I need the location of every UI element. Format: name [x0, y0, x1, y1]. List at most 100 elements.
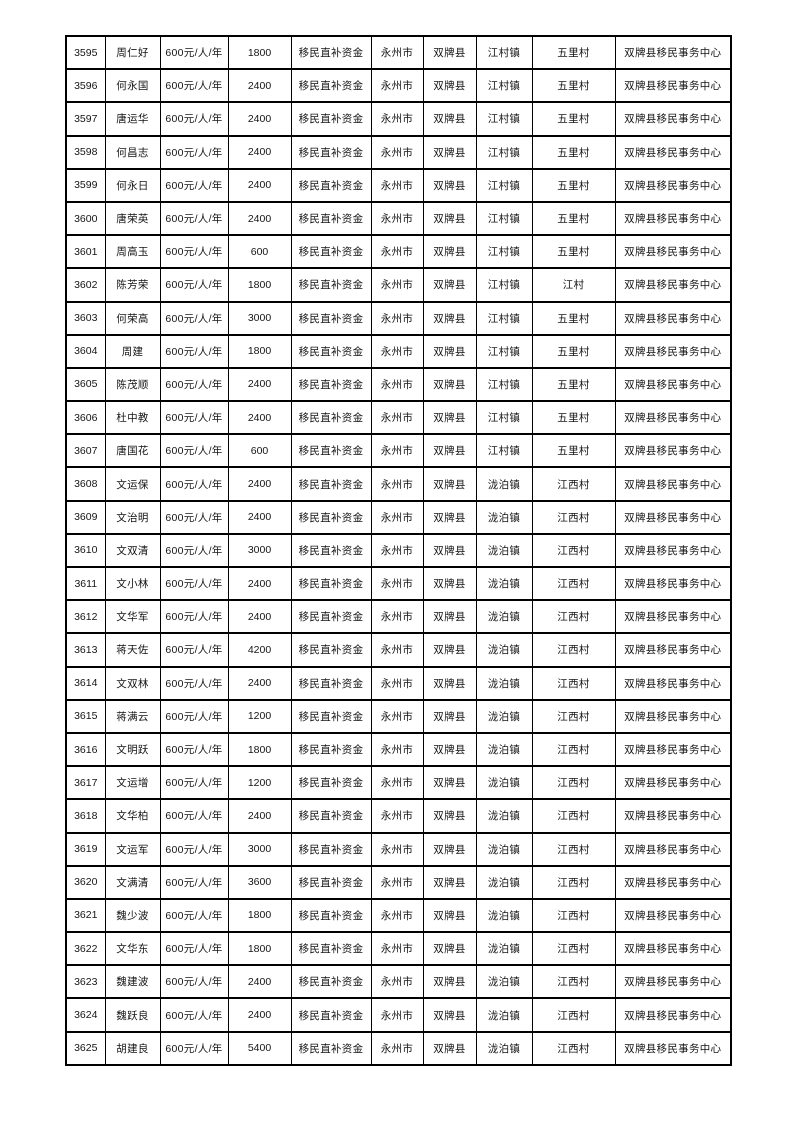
cell-city: 永州市 [370, 831, 424, 867]
cell-agency: 双牌县移民事务中心 [614, 897, 732, 934]
cell-city: 永州市 [370, 167, 424, 203]
cell-town: 泷泊镇 [475, 532, 533, 569]
cell-agency: 双牌县移民事务中心 [614, 167, 732, 203]
cell-county: 双牌县 [422, 333, 477, 369]
table-row: 3617 文运增 600元/人/年 1200 移民直补资金 永州市 双牌县 泷泊镇 江西村 双牌县… [65, 765, 732, 801]
cell-city: 永州市 [370, 665, 424, 701]
table-row: 3623 魏建波 600元/人/年 2400 移民直补资金 永州市 双牌县 泷泊镇 江西村 双牌县… [65, 964, 732, 1000]
cell-subsidy-standard: 600元/人/年 [159, 101, 229, 137]
table-row: 3621 魏少波 600元/人/年 1800 移民直补资金 永州市 双牌县 泷泊镇 江西村 双牌县… [65, 897, 732, 934]
cell-county: 双牌县 [422, 200, 477, 237]
cell-person-name: 文治明 [104, 499, 161, 535]
cell-subsidy-standard: 600元/人/年 [159, 864, 229, 900]
cell-person-name: 文运保 [104, 466, 161, 502]
cell-amount: 2400 [227, 466, 292, 502]
cell-agency: 双牌县移民事务中心 [614, 366, 732, 403]
table-row: 3619 文运军 600元/人/年 3000 移民直补资金 永州市 双牌县 泷泊镇 江西村 双牌县… [65, 831, 732, 867]
cell-town: 江村镇 [475, 200, 533, 237]
cell-amount: 4200 [227, 632, 292, 668]
cell-town: 泷泊镇 [475, 731, 533, 768]
cell-serial-number: 3625 [65, 1030, 106, 1066]
cell-person-name: 陈茂顺 [104, 366, 161, 403]
cell-person-name: 陈芳荣 [104, 267, 161, 303]
cell-person-name: 唐运华 [104, 101, 161, 137]
table-row: 3599 何永日 600元/人/年 2400 移民直补资金 永州市 双牌县 江村镇 五里村 双牌县… [65, 167, 732, 203]
cell-subsidy-standard: 600元/人/年 [159, 234, 229, 270]
cell-fund-type: 移民直补资金 [290, 565, 372, 602]
table-row: 3605 陈茂顺 600元/人/年 2400 移民直补资金 永州市 双牌县 江村镇 五里村 双牌县… [65, 366, 732, 403]
cell-amount: 1800 [227, 731, 292, 768]
cell-amount: 1800 [227, 897, 292, 934]
cell-town: 泷泊镇 [475, 499, 533, 535]
cell-amount: 1200 [227, 765, 292, 801]
cell-town: 江村镇 [475, 234, 533, 270]
cell-person-name: 何永日 [104, 167, 161, 203]
cell-fund-type: 移民直补资金 [290, 798, 372, 834]
cell-city: 永州市 [370, 632, 424, 668]
cell-county: 双牌县 [422, 698, 477, 734]
cell-agency: 双牌县移民事务中心 [614, 300, 732, 336]
table-row: 3607 唐国花 600元/人/年 600 移民直补资金 永州市 双牌县 江村镇 五里村 双牌县移… [65, 433, 732, 469]
cell-fund-type: 移民直补资金 [290, 931, 372, 967]
cell-amount: 2400 [227, 565, 292, 602]
cell-city: 永州市 [370, 931, 424, 967]
cell-subsidy-standard: 600元/人/年 [159, 997, 229, 1033]
cell-serial-number: 3615 [65, 698, 106, 734]
cell-agency: 双牌县移民事务中心 [614, 466, 732, 502]
cell-subsidy-standard: 600元/人/年 [159, 300, 229, 336]
cell-person-name: 文华军 [104, 599, 161, 635]
cell-person-name: 杜中教 [104, 400, 161, 436]
cell-fund-type: 移民直补资金 [290, 300, 372, 336]
cell-person-name: 魏跃良 [104, 997, 161, 1033]
cell-county: 双牌县 [422, 765, 477, 801]
cell-amount: 3000 [227, 300, 292, 336]
cell-amount: 3600 [227, 864, 292, 900]
cell-village: 五里村 [531, 68, 616, 104]
cell-subsidy-standard: 600元/人/年 [159, 200, 229, 237]
cell-fund-type: 移民直补资金 [290, 599, 372, 635]
cell-village: 江西村 [531, 1030, 616, 1066]
cell-amount: 3000 [227, 532, 292, 569]
cell-fund-type: 移民直补资金 [290, 698, 372, 734]
table-row: 3603 何荣高 600元/人/年 3000 移民直补资金 永州市 双牌县 江村镇 五里村 双牌县… [65, 300, 732, 336]
cell-county: 双牌县 [422, 931, 477, 967]
cell-agency: 双牌县移民事务中心 [614, 997, 732, 1033]
table-row: 3601 周高玉 600元/人/年 600 移民直补资金 永州市 双牌县 江村镇 五里村 双牌县移… [65, 234, 732, 270]
cell-village: 江西村 [531, 499, 616, 535]
cell-county: 双牌县 [422, 665, 477, 701]
cell-serial-number: 3611 [65, 565, 106, 602]
cell-agency: 双牌县移民事务中心 [614, 1030, 732, 1066]
cell-town: 泷泊镇 [475, 997, 533, 1033]
cell-subsidy-standard: 600元/人/年 [159, 134, 229, 170]
cell-serial-number: 3612 [65, 599, 106, 635]
cell-agency: 双牌县移民事务中心 [614, 68, 732, 104]
cell-town: 泷泊镇 [475, 765, 533, 801]
cell-city: 永州市 [370, 532, 424, 569]
cell-fund-type: 移民直补资金 [290, 68, 372, 104]
table-row: 3604 周建 600元/人/年 1800 移民直补资金 永州市 双牌县 江村镇 五里村 双牌县移… [65, 333, 732, 369]
cell-person-name: 文运军 [104, 831, 161, 867]
cell-town: 江村镇 [475, 433, 533, 469]
cell-subsidy-standard: 600元/人/年 [159, 466, 229, 502]
cell-person-name: 周仁好 [104, 34, 161, 71]
cell-agency: 双牌县移民事务中心 [614, 333, 732, 369]
cell-village: 江西村 [531, 466, 616, 502]
cell-agency: 双牌县移民事务中心 [614, 532, 732, 569]
cell-agency: 双牌县移民事务中心 [614, 101, 732, 137]
table-row: 3611 文小林 600元/人/年 2400 移民直补资金 永州市 双牌县 泷泊镇 江西村 双牌县… [65, 565, 732, 602]
cell-county: 双牌县 [422, 267, 477, 303]
cell-serial-number: 3624 [65, 997, 106, 1033]
table-row: 3614 文双林 600元/人/年 2400 移民直补资金 永州市 双牌县 泷泊镇 江西村 双牌县… [65, 665, 732, 701]
cell-person-name: 何荣高 [104, 300, 161, 336]
cell-county: 双牌县 [422, 234, 477, 270]
cell-amount: 3000 [227, 831, 292, 867]
cell-agency: 双牌县移民事务中心 [614, 267, 732, 303]
cell-amount: 2400 [227, 200, 292, 237]
cell-subsidy-standard: 600元/人/年 [159, 400, 229, 436]
cell-county: 双牌县 [422, 897, 477, 934]
cell-town: 泷泊镇 [475, 831, 533, 867]
cell-amount: 1800 [227, 333, 292, 369]
cell-fund-type: 移民直补资金 [290, 864, 372, 900]
cell-serial-number: 3599 [65, 167, 106, 203]
cell-serial-number: 3617 [65, 765, 106, 801]
